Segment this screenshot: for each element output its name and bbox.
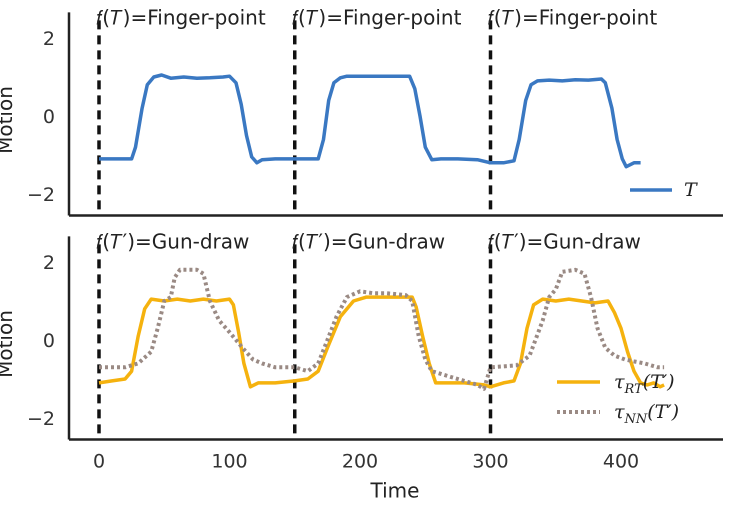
legend-label: τRT(T′) — [614, 371, 675, 397]
series-line — [99, 267, 665, 391]
y-tick-label: 2 — [43, 28, 55, 50]
x-axis-label: Time — [370, 479, 420, 503]
segment-label: 𝑓(𝑇)=Finger-point — [488, 5, 658, 29]
series-line — [98, 295, 665, 389]
x-tick-label: 300 — [472, 451, 508, 473]
series-line — [99, 73, 641, 169]
y-tick-label: 0 — [43, 106, 55, 128]
segment-label: 𝑓(𝑇)=Finger-point — [292, 5, 462, 29]
segment-label: 𝑓(𝑇′)=Gun-draw — [488, 229, 641, 253]
y-tick-label: −2 — [27, 408, 55, 430]
legend-label: 𝑇 — [684, 179, 698, 201]
y-tick-label: 2 — [43, 252, 55, 274]
y-axis-label: Motion — [0, 86, 17, 154]
top-panel: 2 0 −2 Motion 𝑓(𝑇)=Finger-point 𝑓(𝑇)=Finger-p… — [0, 5, 723, 217]
y-tick-label: 0 — [43, 330, 55, 352]
x-tick-label: 400 — [603, 451, 639, 473]
bottom-panel: 2 0 −2 Motion 0 100 200 300 400 Time 𝑓(𝑇′)=Gun-dra… — [0, 229, 723, 503]
x-tick-label: 200 — [342, 451, 378, 473]
segment-label: 𝑓(𝑇)=Finger-point — [96, 5, 266, 29]
legend-label: τNN(T′) — [614, 401, 679, 427]
segment-label: 𝑓(𝑇′)=Gun-draw — [292, 229, 445, 253]
y-tick-label: −2 — [27, 184, 55, 206]
y-axis-label: Motion — [0, 310, 17, 378]
x-tick-label: 100 — [211, 451, 247, 473]
segment-label: 𝑓(𝑇′)=Gun-draw — [96, 229, 249, 253]
x-tick-label: 0 — [93, 451, 105, 473]
